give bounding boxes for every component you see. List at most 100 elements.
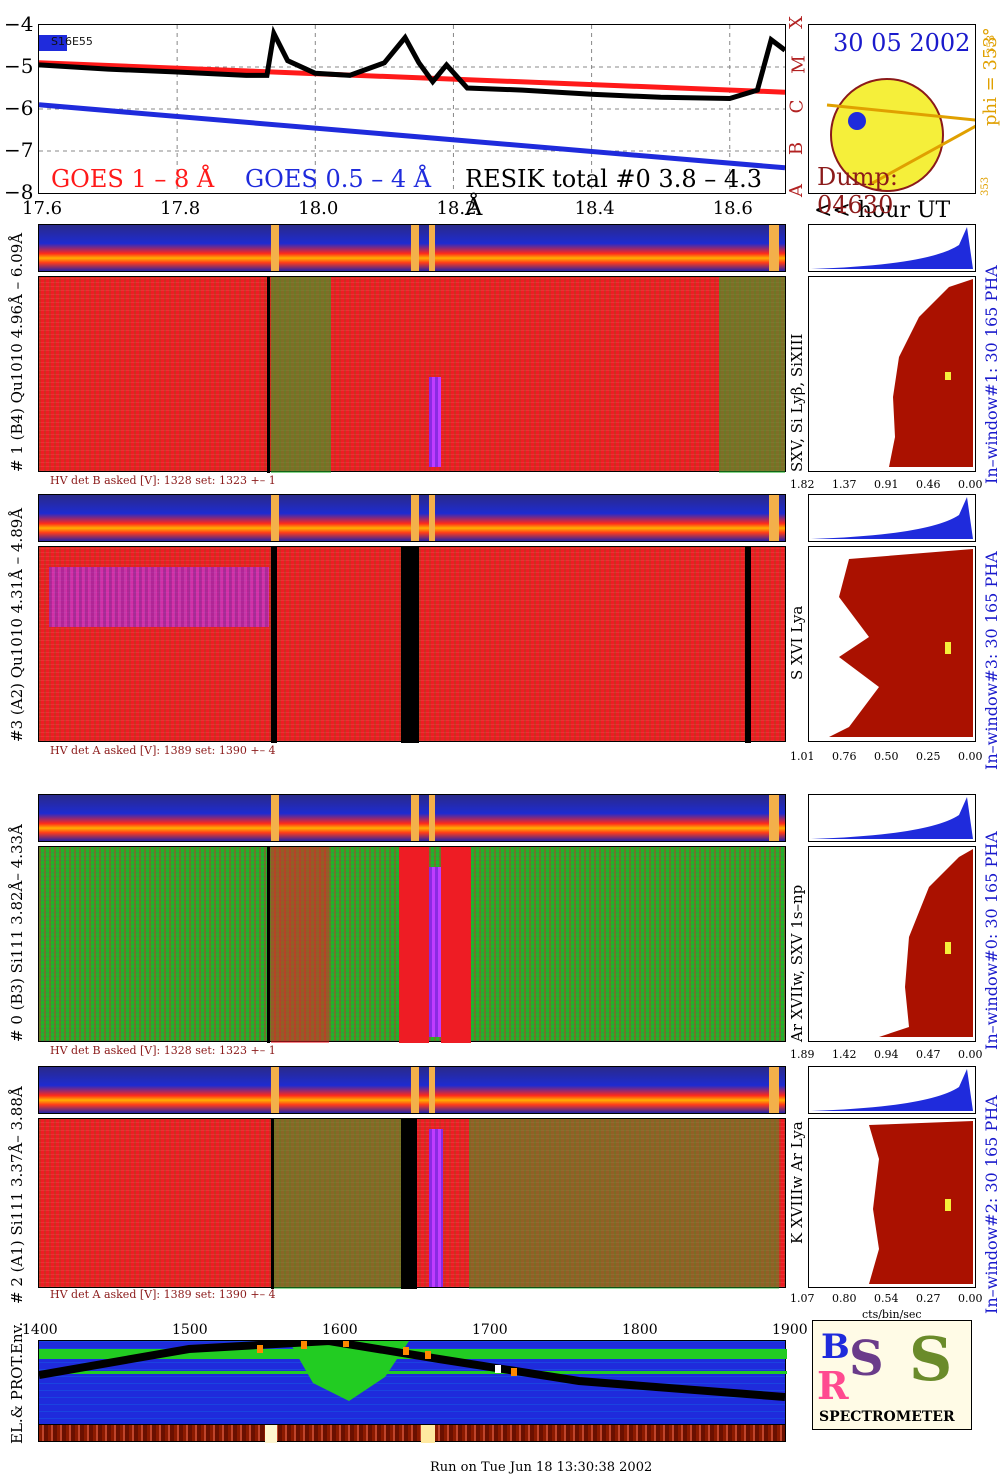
goes-class-letter: A <box>786 184 807 197</box>
footer-run-date: Run on Tue Jun 18 13:30:38 2002 <box>430 1460 653 1475</box>
panel3-divider-b <box>401 547 419 743</box>
logo-word: SPECTROMETER <box>819 1409 955 1425</box>
panel3-window: In–window#3: 30 165 PHA <box>982 551 1001 770</box>
goes-class-letter: C <box>786 99 808 114</box>
hist-tick-label: 0.80 <box>832 1292 857 1305</box>
panel3-hist-top <box>808 494 976 542</box>
hist-tick-label: 0.47 <box>916 1048 941 1061</box>
hist-xlabel: cts/bin/sec <box>862 1308 922 1321</box>
hist-tick-label: 0.54 <box>874 1292 899 1305</box>
panel2-strip <box>38 1066 786 1114</box>
goes-ytick-label: −6 <box>4 96 34 120</box>
panel2-hist <box>808 1118 976 1288</box>
env-track <box>39 1341 785 1401</box>
env-xtick-label: 1500 <box>172 1322 208 1338</box>
goes-ytick-label: −7 <box>4 138 34 162</box>
hist-tick-label: 0.27 <box>916 1292 941 1305</box>
panel0-divider <box>267 847 270 1043</box>
phi-small-top: 353 <box>986 34 997 54</box>
env-xtick-label: 1700 <box>472 1322 508 1338</box>
hist-tick-label: 1.01 <box>790 750 815 763</box>
hist-tick-label: 0.46 <box>916 478 941 491</box>
logo-letter-k: S <box>909 1325 953 1395</box>
goes-series-1 <box>39 102 785 171</box>
env-ylabel: EL.& PROT.Env. <box>8 1321 26 1444</box>
panel1-hist-top <box>808 224 976 272</box>
panel2-hist-top <box>808 1066 976 1114</box>
panel2-divider-b <box>401 1119 417 1289</box>
panel3-strip <box>38 494 786 542</box>
env-xtick-label: 1600 <box>322 1322 358 1338</box>
goes-badge <box>39 35 67 51</box>
bragg-logo: B S S R SPECTROMETER <box>812 1320 972 1430</box>
panel0-label: # 0 (B3) Si111 3.82Å– 4.33Å <box>8 824 26 1042</box>
env-xtick-label: 1800 <box>622 1322 658 1338</box>
legend-resik: RESIK total #0 3.8 – 4.3 Å <box>465 165 763 221</box>
legend-goes-blue: GOES 0.5 – 4 Å <box>245 165 432 193</box>
hist-tick-label: 1.07 <box>790 1292 815 1305</box>
goes-class-letter: M <box>788 55 810 74</box>
hist-tick-label: 0.00 <box>958 478 983 491</box>
goes-xtick-label: 18.0 <box>298 198 339 219</box>
panel3-label: #3 (A2) Qu1010 4.31Å – 4.89Å <box>8 507 26 742</box>
panel0-strip <box>38 794 786 842</box>
phi-small-bottom: 353 <box>980 176 991 196</box>
goes-class-letter: X <box>785 16 807 29</box>
panel2-divider-a <box>271 1119 274 1289</box>
hist-tick-label: 1.82 <box>790 478 815 491</box>
hist-tick-label: 1.37 <box>832 478 857 491</box>
goes-ytick-label: −8 <box>4 180 34 204</box>
panel1-divider <box>267 277 270 473</box>
hist-tick-label: 0.50 <box>874 750 899 763</box>
goes-plot: S16E55 GOES 1 – 8 Å GOES 0.5 – 4 Å RESIK… <box>38 24 786 221</box>
sun-dump: Dump: 04630 <box>817 163 898 219</box>
hist-tick-label: 1.42 <box>832 1048 857 1061</box>
hist-tick-label: 0.00 <box>958 1048 983 1061</box>
hist-tick-label: 0.00 <box>958 1292 983 1305</box>
panel1-spectrum <box>38 276 786 473</box>
panel3-spectrum <box>38 546 786 743</box>
panel0-window: In–window#0: 30 165 PHA <box>982 831 1001 1050</box>
hist-tick-label: 0.25 <box>916 750 941 763</box>
panel2-label: # 2 (A1) Si111 3.37Å– 3.88Å <box>8 1086 26 1304</box>
logo-letter-b: B <box>821 1327 850 1367</box>
hist-tick-label: 0.91 <box>874 478 899 491</box>
hist-tick-label: 0.00 <box>958 750 983 763</box>
panel3-divider-a <box>271 547 277 743</box>
goes-series-2 <box>39 25 785 102</box>
panel3-purple <box>49 567 269 627</box>
hist-tick-label: 1.89 <box>790 1048 815 1061</box>
sun-panel: 30 05 2002 Dump: 04630 <box>808 24 976 219</box>
legend-goes-red: GOES 1 – 8 Å <box>51 165 215 193</box>
goes-xtick-label: 17.8 <box>160 198 201 219</box>
goes-class-letter: B <box>786 141 808 156</box>
hist-tick-label: 0.76 <box>832 750 857 763</box>
env-xtick-label: 1900 <box>772 1322 808 1338</box>
panel2-hv: HV det A asked [V]: 1389 set: 1390 +– 4 <box>50 1288 276 1301</box>
panel0-spectrum <box>38 846 786 1043</box>
goes-ytick-label: −4 <box>4 12 34 36</box>
hist-tick-label: 0.94 <box>874 1048 899 1061</box>
panel3-lines: S XVI Lya <box>788 605 806 680</box>
logo-letter-s: S <box>849 1331 884 1387</box>
panel3-hist <box>808 546 976 742</box>
goes-xtick-label: 17.6 <box>22 198 63 219</box>
env-plot <box>38 1340 787 1426</box>
sun-disk <box>826 78 975 192</box>
sun-date: 30 05 2002 <box>833 29 971 57</box>
env-xtick-label: 1400 <box>22 1322 58 1338</box>
goes-badge-label: S16E55 <box>51 35 93 48</box>
panel1-window: In–window#1: 30 165 PHA <box>982 265 1001 484</box>
panel0-hist <box>808 846 976 1042</box>
panel1-purple <box>429 377 441 467</box>
panel0-lines: Ar XVIIw, SXV 1s–np <box>788 884 806 1042</box>
panel0-hv: HV det B asked [V]: 1328 set: 1323 +– 1 <box>50 1044 276 1057</box>
panel1-hv: HV det B asked [V]: 1328 set: 1323 +– 1 <box>50 474 276 487</box>
goes-xtick-label: 18.2 <box>436 198 477 219</box>
panel1-lines: SXV, Si Lyβ, SiXIII <box>788 333 806 472</box>
panel2-window: In–window#2: 30 165 PHA <box>982 1095 1001 1314</box>
goes-series-0 <box>39 60 785 95</box>
env-bar <box>38 1424 786 1443</box>
panel2-spectrum <box>38 1118 786 1289</box>
panel1-label: # 1 (B4) Qu1010 4.96Å – 6.09Å <box>8 232 26 472</box>
